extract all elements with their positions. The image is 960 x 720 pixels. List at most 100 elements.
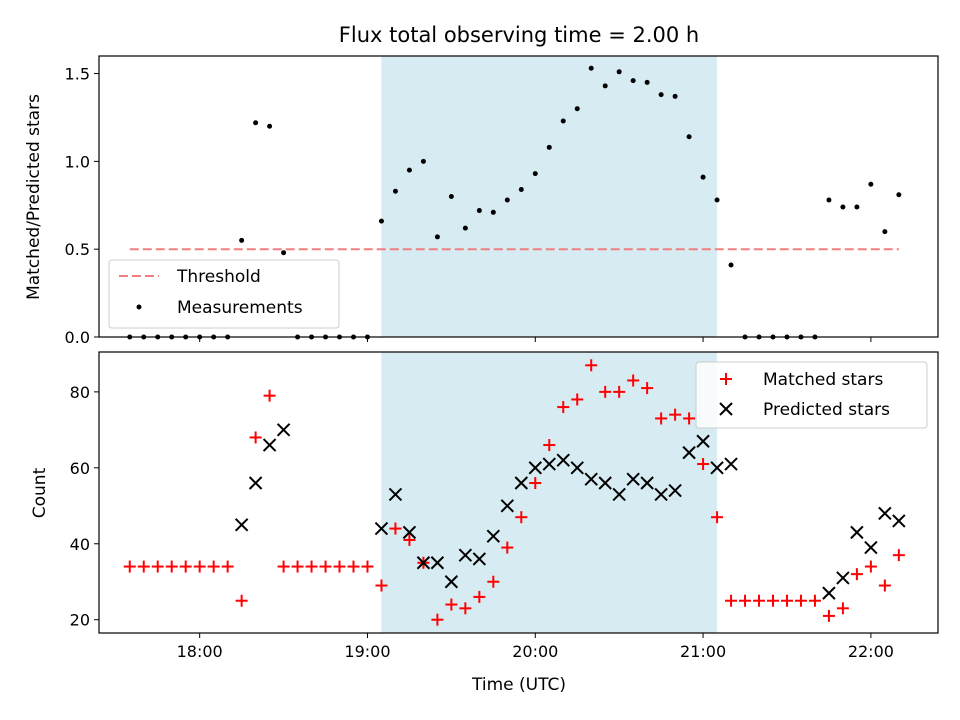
top-axes-frame <box>98 55 939 338</box>
bottom-axes-frame <box>98 351 939 634</box>
predicted-star-point <box>430 556 445 570</box>
measurement-point <box>644 79 650 85</box>
matched-star-point <box>543 439 556 452</box>
matched-star-point <box>515 511 528 524</box>
chart-title: Flux total observing time = 2.00 h <box>339 23 699 47</box>
measurement-point <box>406 167 412 173</box>
matched-star-point <box>571 393 584 406</box>
shaded-span <box>381 352 718 633</box>
matched-star-point <box>333 560 346 573</box>
measurement-point <box>882 229 888 235</box>
predicted-star-point <box>472 552 487 566</box>
matched-star-point <box>361 560 374 573</box>
measurement-point <box>518 186 524 192</box>
y-tick-label: 40 <box>70 535 90 554</box>
bottom-xlabel: Time (UTC) <box>471 675 566 695</box>
predicted-star-point <box>570 461 584 475</box>
x-tick-label: 21:00 <box>680 642 726 661</box>
measurement-point <box>504 197 510 203</box>
matched-star-point <box>627 374 640 387</box>
measurement-point <box>253 120 259 126</box>
measurement-point <box>868 181 874 187</box>
predicted-star-point <box>500 499 515 513</box>
shaded-span <box>381 56 718 337</box>
predicted-star-point <box>374 521 389 536</box>
matched-star-point <box>557 401 570 414</box>
predicted-star-point <box>850 525 864 540</box>
predicted-star-point <box>626 472 640 486</box>
bottom-ylabel: Count <box>30 467 50 518</box>
matched-star-point <box>235 594 248 607</box>
predicted-star-point <box>892 514 906 528</box>
predicted-star-point <box>864 540 878 555</box>
legend-predicted-swatch <box>719 402 733 416</box>
predicted-star-point <box>696 434 710 448</box>
predicted-star-point <box>878 506 892 521</box>
matched-star-point <box>641 382 654 395</box>
y-tick-label: 60 <box>70 459 90 478</box>
measurement-point <box>602 83 608 89</box>
x-tick-label: 19:00 <box>344 642 390 661</box>
matched-star-point <box>669 408 682 421</box>
predicted-star-point <box>416 556 431 570</box>
predicted-star-point <box>668 483 682 498</box>
bottom-panel: 20 40 60 80 18:00 19:00 20:00 21:00 22:00 Count… <box>30 351 939 695</box>
predicted-star-point <box>598 476 612 490</box>
x-tick-label: 22:00 <box>848 642 894 661</box>
measurement-point <box>588 65 594 71</box>
matched-star-point <box>599 385 612 398</box>
measurement-point <box>854 204 860 210</box>
matched-star-point <box>249 431 262 444</box>
matched-star-point <box>780 594 793 607</box>
matched-star-point <box>137 560 150 573</box>
measurement-point <box>392 188 398 194</box>
measurement-point <box>840 204 846 210</box>
matched-star-point <box>822 609 835 622</box>
matched-star-point <box>403 533 416 546</box>
matched-star-point <box>305 560 318 573</box>
top-ylabel: Matched/Predicted stars <box>24 94 44 300</box>
measurement-point <box>560 118 566 124</box>
legend-measurements-swatch <box>136 304 142 310</box>
predicted-star-point <box>682 445 696 460</box>
matched-star-point <box>347 560 360 573</box>
predicted-star-point <box>528 461 542 475</box>
predicted-star-point <box>556 453 570 467</box>
matched-star-point <box>459 602 472 615</box>
predicted-star-point <box>444 575 459 589</box>
matched-star-point <box>739 594 752 607</box>
y-tick-label: 0.0 <box>65 328 90 347</box>
matched-star-point <box>655 412 668 425</box>
x-tick-label: 20:00 <box>512 642 558 661</box>
measurement-point <box>267 123 273 129</box>
predicted-star-point <box>640 476 654 490</box>
matched-star-point <box>529 477 542 490</box>
predicted-star-point <box>402 525 417 540</box>
predicted-star-point <box>584 472 598 486</box>
measurement-point <box>714 197 720 203</box>
bottom-legend: Matched stars Predicted stars <box>695 361 928 429</box>
matched-star-point <box>291 560 304 573</box>
measurement-point <box>658 92 664 98</box>
y-tick-label: 1.0 <box>65 152 90 171</box>
matched-star-point <box>221 560 234 573</box>
matched-star-point <box>766 594 779 607</box>
legend-matched-swatch <box>720 373 732 385</box>
matched-star-point <box>711 511 724 524</box>
matched-star-point <box>319 560 332 573</box>
matched-star-point <box>753 594 766 607</box>
predicted-star-point <box>612 487 626 502</box>
matched-star-point <box>808 594 821 607</box>
top-legend: Threshold Measurements <box>108 259 340 329</box>
matched-star-point <box>892 549 905 562</box>
measurement-point <box>728 262 734 268</box>
top-legend-frame <box>108 259 340 329</box>
measurement-point <box>462 225 468 231</box>
measurement-point <box>378 218 384 224</box>
top-panel: 0.0 0.5 1.0 1.5 Matched/Predicted stars Thr… <box>24 55 939 347</box>
measurement-point <box>532 171 538 177</box>
predicted-star-point <box>836 571 850 585</box>
legend-predicted-label: Predicted stars <box>763 400 890 420</box>
matched-star-point <box>389 522 402 535</box>
measurement-point <box>420 158 426 164</box>
